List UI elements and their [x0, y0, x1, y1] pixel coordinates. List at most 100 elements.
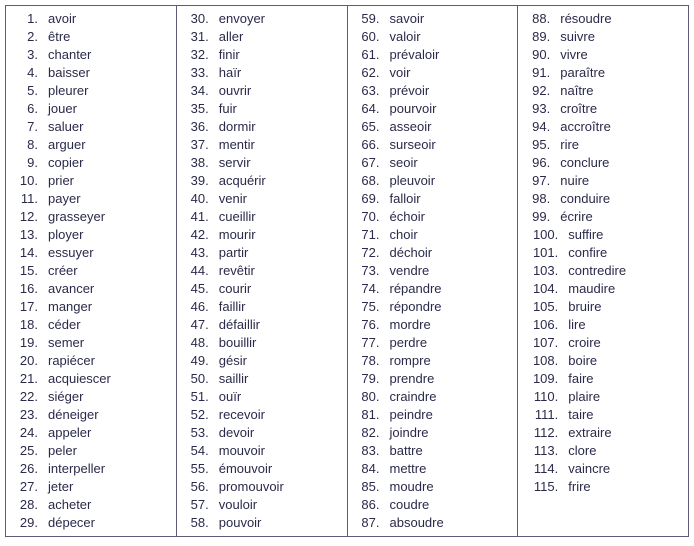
item-word: contredire	[562, 262, 626, 280]
item-word: être	[42, 28, 70, 46]
list-item: 71.choir	[348, 226, 518, 244]
item-number: 42.	[177, 226, 213, 244]
item-word: déchoir	[384, 244, 433, 262]
item-number: 95.	[518, 136, 554, 154]
item-word: clore	[562, 442, 596, 460]
item-word: résoudre	[554, 10, 611, 28]
item-number: 53.	[177, 424, 213, 442]
list-item: 23.déneiger	[6, 406, 176, 424]
item-word: essuyer	[42, 244, 94, 262]
list-item: 27.jeter	[6, 478, 176, 496]
item-word: pleuvoir	[384, 172, 436, 190]
item-number: 48.	[177, 334, 213, 352]
list-item: 32.finir	[177, 46, 347, 64]
item-word: suivre	[554, 28, 595, 46]
item-number: 55.	[177, 460, 213, 478]
item-word: chanter	[42, 46, 91, 64]
item-number: 89.	[518, 28, 554, 46]
list-item: 94.accroître	[518, 118, 688, 136]
list-item: 37.mentir	[177, 136, 347, 154]
list-item: 7.saluer	[6, 118, 176, 136]
item-number: 3.	[6, 46, 42, 64]
item-number: 114.	[518, 460, 562, 478]
item-number: 47.	[177, 316, 213, 334]
item-word: mouvoir	[213, 442, 265, 460]
item-word: bouillir	[213, 334, 257, 352]
item-word: prier	[42, 172, 74, 190]
item-word: céder	[42, 316, 81, 334]
list-item: 25.peler	[6, 442, 176, 460]
item-number: 5.	[6, 82, 42, 100]
item-word: avoir	[42, 10, 76, 28]
list-item: 70.échoir	[348, 208, 518, 226]
item-number: 111.	[518, 406, 562, 424]
list-item: 31.aller	[177, 28, 347, 46]
list-item: 64.pourvoir	[348, 100, 518, 118]
item-word: seoir	[384, 154, 418, 172]
list-item: 63.prévoir	[348, 82, 518, 100]
item-number: 59.	[348, 10, 384, 28]
item-number: 85.	[348, 478, 384, 496]
item-word: venir	[213, 190, 247, 208]
item-word: choir	[384, 226, 418, 244]
list-item: 84.mettre	[348, 460, 518, 478]
list-item: 52.recevoir	[177, 406, 347, 424]
item-number: 63.	[348, 82, 384, 100]
item-word: croître	[554, 100, 597, 118]
list-item: 67.seoir	[348, 154, 518, 172]
item-word: battre	[384, 442, 423, 460]
item-number: 33.	[177, 64, 213, 82]
item-word: finir	[213, 46, 240, 64]
item-number: 82.	[348, 424, 384, 442]
item-number: 20.	[6, 352, 42, 370]
item-number: 51.	[177, 388, 213, 406]
item-number: 27.	[6, 478, 42, 496]
list-item: 30.envoyer	[177, 10, 347, 28]
list-item: 34.ouvrir	[177, 82, 347, 100]
list-item: 82.joindre	[348, 424, 518, 442]
item-word: saillir	[213, 370, 249, 388]
item-word: avancer	[42, 280, 94, 298]
item-word: manger	[42, 298, 92, 316]
list-item: 104.maudire	[518, 280, 688, 298]
item-word: défaillir	[213, 316, 260, 334]
list-item: 54.mouvoir	[177, 442, 347, 460]
list-item: 59.savoir	[348, 10, 518, 28]
item-number: 58.	[177, 514, 213, 532]
item-number: 79.	[348, 370, 384, 388]
item-number: 98.	[518, 190, 554, 208]
item-word: ouvrir	[213, 82, 252, 100]
item-number: 36.	[177, 118, 213, 136]
item-word: ployer	[42, 226, 83, 244]
list-item: 50.saillir	[177, 370, 347, 388]
list-item: 1.avoir	[6, 10, 176, 28]
item-word: partir	[213, 244, 249, 262]
item-number: 110.	[518, 388, 562, 406]
list-item: 60.valoir	[348, 28, 518, 46]
item-word: faire	[562, 370, 593, 388]
item-number: 70.	[348, 208, 384, 226]
list-item: 5.pleurer	[6, 82, 176, 100]
item-word: plaire	[562, 388, 600, 406]
list-item: 96.conclure	[518, 154, 688, 172]
column: 1.avoir2.être3.chanter4.baisser5.pleurer…	[6, 6, 177, 536]
item-number: 38.	[177, 154, 213, 172]
list-item: 76.mordre	[348, 316, 518, 334]
item-word: craindre	[384, 388, 437, 406]
item-word: mentir	[213, 136, 255, 154]
item-number: 75.	[348, 298, 384, 316]
item-number: 49.	[177, 352, 213, 370]
item-word: jouer	[42, 100, 77, 118]
list-item: 8.arguer	[6, 136, 176, 154]
list-item: 111.taire	[518, 406, 688, 424]
item-number: 76.	[348, 316, 384, 334]
verb-table: 1.avoir2.être3.chanter4.baisser5.pleurer…	[5, 5, 689, 537]
item-number: 90.	[518, 46, 554, 64]
item-number: 57.	[177, 496, 213, 514]
list-item: 103.contredire	[518, 262, 688, 280]
item-word: recevoir	[213, 406, 265, 424]
item-word: pourvoir	[384, 100, 437, 118]
item-word: pleurer	[42, 82, 88, 100]
item-number: 80.	[348, 388, 384, 406]
item-number: 22.	[6, 388, 42, 406]
